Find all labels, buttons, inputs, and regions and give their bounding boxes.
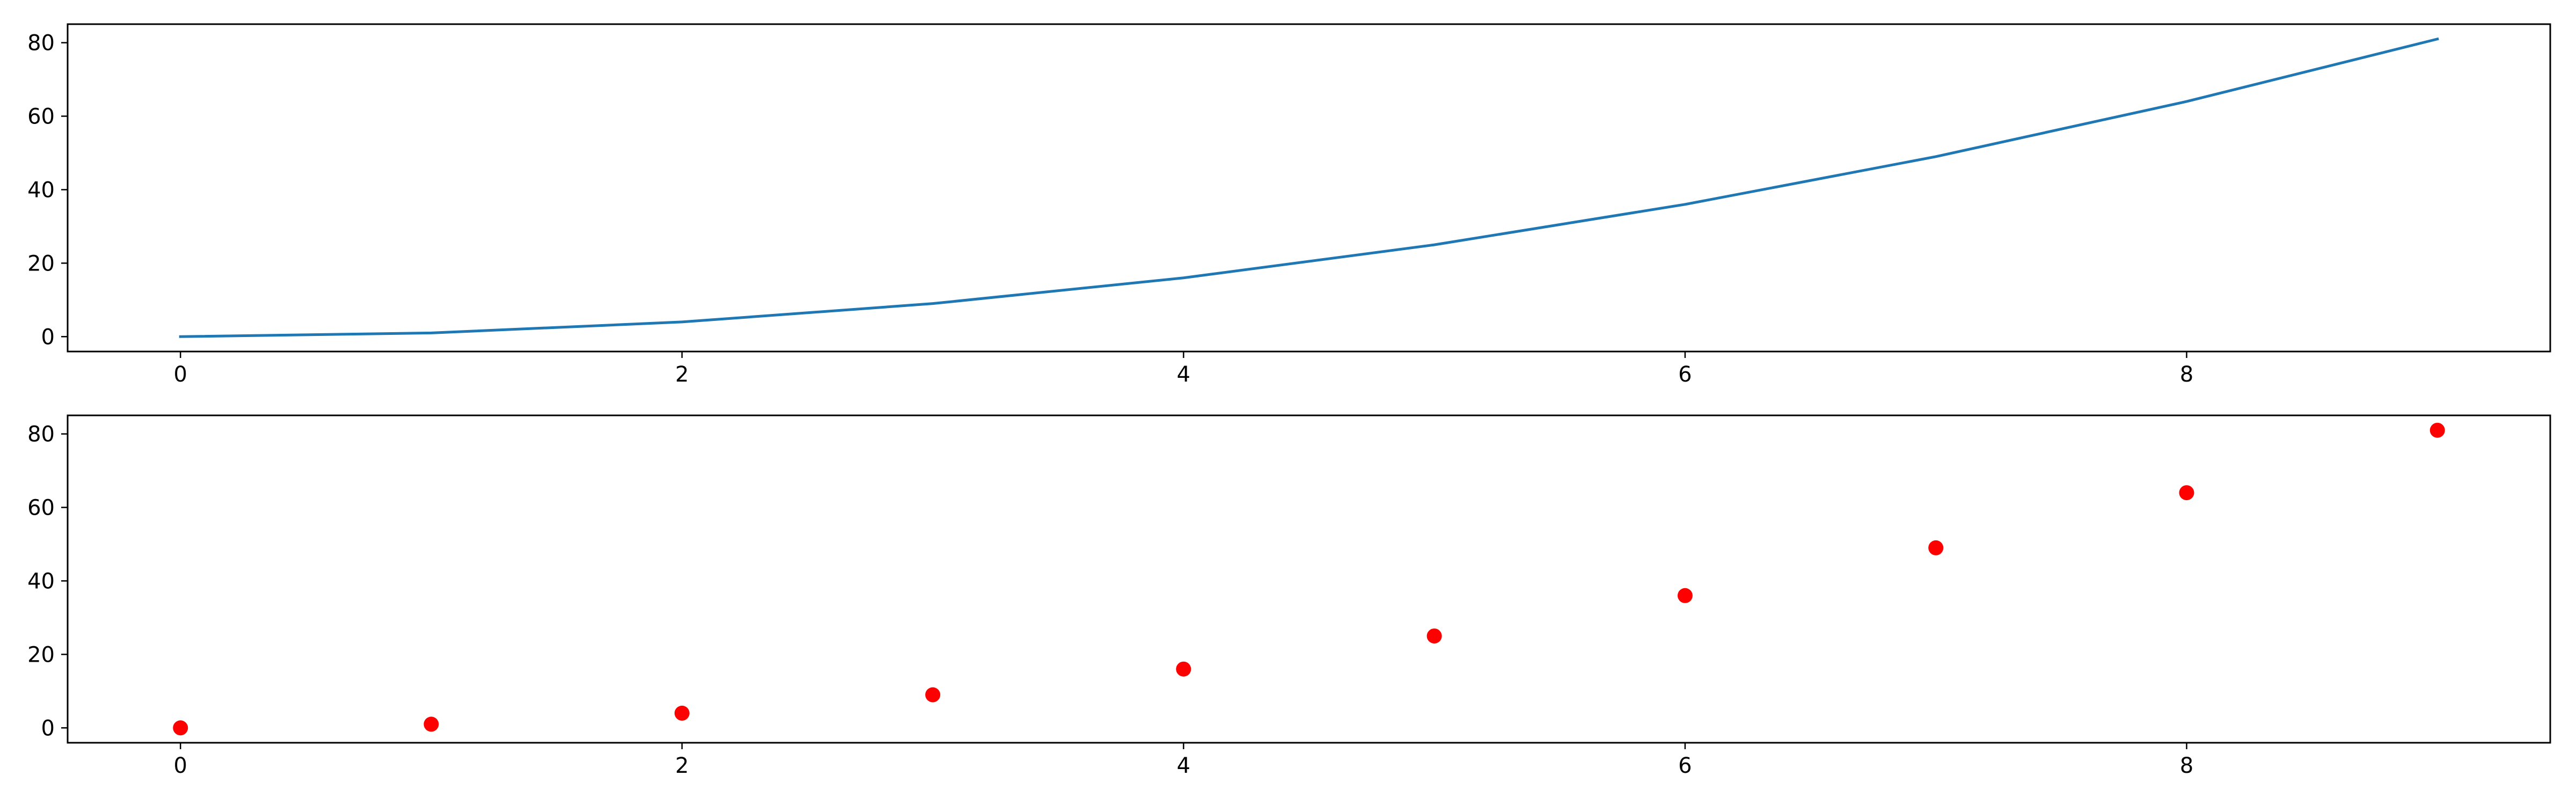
data-point	[423, 716, 439, 732]
data-point	[1176, 661, 1191, 677]
x-tick-label: 4	[1177, 362, 1190, 387]
series-line	[179, 37, 2439, 338]
x-tick-label: 8	[2180, 753, 2193, 778]
y-tick-label: 60	[27, 495, 55, 520]
data-point	[674, 705, 690, 721]
axes-frame	[67, 23, 2551, 353]
y-tick-label: 40	[27, 178, 55, 202]
y-tick-label: 20	[27, 251, 55, 276]
data-point	[925, 687, 941, 702]
x-tick-label: 8	[2180, 362, 2193, 387]
x-tick-label: 2	[675, 753, 689, 778]
x-tick-label: 4	[1177, 753, 1190, 778]
x-tick-label: 6	[1678, 362, 1692, 387]
data-point	[1426, 628, 1442, 644]
data-point	[2179, 485, 2194, 501]
data-point	[1928, 540, 1944, 555]
y-tick-label: 0	[41, 325, 55, 349]
axes-frame	[67, 414, 2551, 744]
data-point	[173, 720, 188, 736]
y-tick-label: 40	[27, 569, 55, 594]
y-tick-label: 60	[27, 104, 55, 129]
y-tick-label: 80	[27, 422, 55, 447]
y-tick-label: 20	[27, 642, 55, 667]
x-tick-label: 2	[675, 362, 689, 387]
data-point	[1677, 588, 1693, 603]
data-point	[2429, 422, 2445, 438]
x-tick-label: 0	[174, 753, 187, 778]
y-tick-label: 0	[41, 716, 55, 741]
y-tick-label: 80	[27, 31, 55, 56]
x-tick-label: 6	[1678, 753, 1692, 778]
x-tick-label: 0	[174, 362, 187, 387]
